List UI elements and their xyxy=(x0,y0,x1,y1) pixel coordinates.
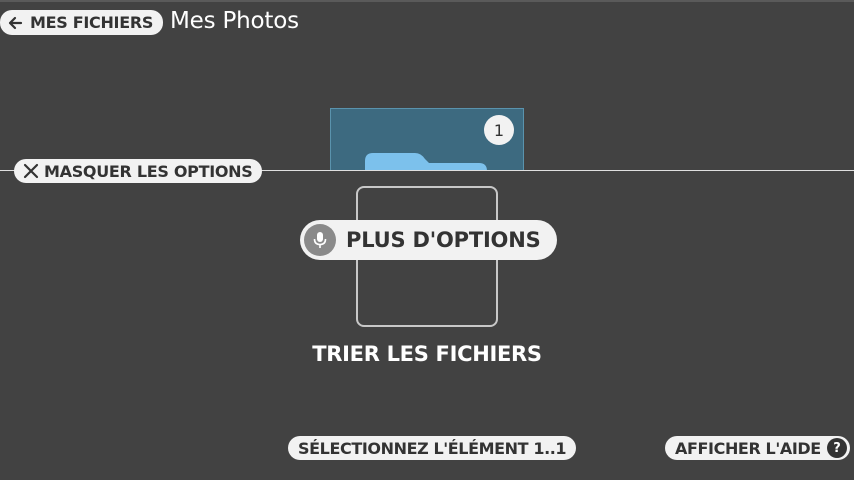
close-icon xyxy=(22,162,40,180)
show-help-button[interactable]: AFFICHER L'AIDE ? xyxy=(665,436,850,460)
arrow-left-icon xyxy=(6,14,24,32)
folder-icon xyxy=(365,153,487,171)
more-options-label: PLUS D'OPTIONS xyxy=(346,228,541,252)
item-count-badge: 1 xyxy=(484,115,514,145)
back-button-label: MES FICHIERS xyxy=(30,13,154,32)
question-mark-icon: ? xyxy=(826,438,847,458)
select-item-button[interactable]: SÉLECTIONNEZ L'ÉLÉMENT 1..1 xyxy=(288,436,577,460)
options-divider xyxy=(0,170,854,171)
more-options-button[interactable]: PLUS D'OPTIONS xyxy=(300,220,557,260)
page-title: Mes Photos xyxy=(170,8,299,34)
back-to-my-files-button[interactable]: MES FICHIERS xyxy=(0,10,164,35)
hide-options-label: MASQUER LES OPTIONS xyxy=(44,161,253,181)
microphone-icon xyxy=(304,224,336,256)
show-help-label: AFFICHER L'AIDE xyxy=(675,438,821,458)
top-edge xyxy=(0,0,854,2)
hide-options-button[interactable]: MASQUER LES OPTIONS xyxy=(14,159,263,183)
select-item-label: SÉLECTIONNEZ L'ÉLÉMENT 1..1 xyxy=(298,438,567,458)
sort-files-option-label: TRIER LES FICHIERS xyxy=(312,342,542,366)
